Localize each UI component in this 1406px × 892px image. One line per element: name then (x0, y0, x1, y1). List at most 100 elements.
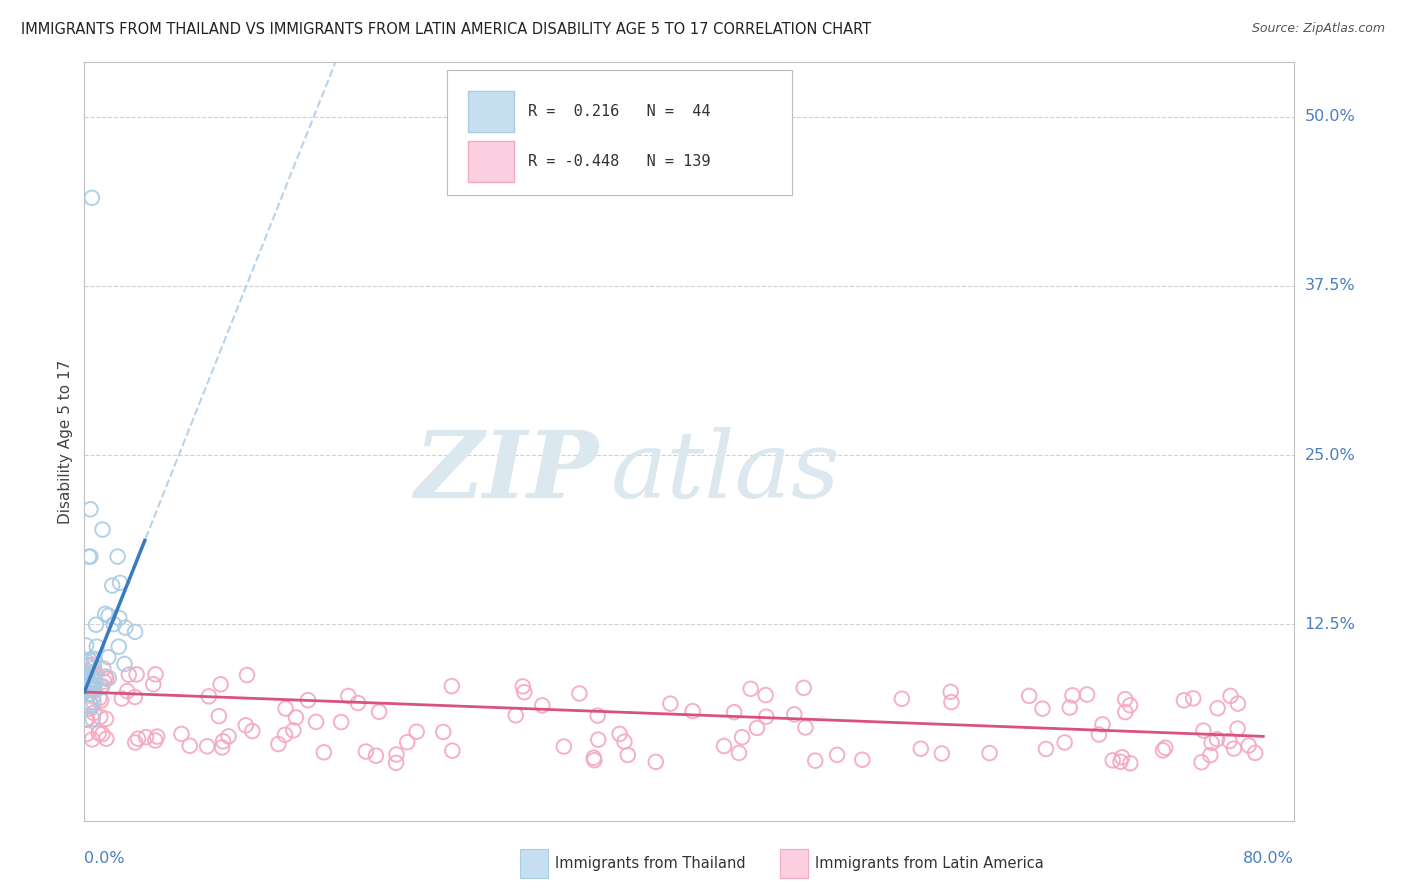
Point (87, 726, 110, 740)
Point (82, 672, 104, 686)
Point (101, 578, 124, 592)
Point (82, 683, 104, 698)
Point (76, 674, 98, 689)
Point (441, 744, 464, 758)
Point (1076, 688, 1098, 702)
Point (82, 732, 104, 747)
Point (115, 684, 138, 698)
Point (931, 747, 953, 761)
Point (297, 693, 319, 707)
Point (211, 740, 233, 755)
Text: R = -0.448   N = 139: R = -0.448 N = 139 (529, 154, 710, 169)
Point (512, 679, 534, 693)
Point (145, 667, 167, 681)
Point (97, 650, 120, 665)
Point (513, 685, 536, 699)
Point (910, 741, 932, 756)
Point (617, 747, 640, 762)
Point (586, 708, 609, 723)
Point (1199, 748, 1222, 763)
Point (794, 721, 817, 735)
Point (82, 690, 104, 704)
Point (1223, 741, 1246, 756)
Point (609, 727, 631, 741)
Point (94, 607, 117, 621)
FancyBboxPatch shape (468, 91, 513, 132)
Point (1109, 755, 1132, 769)
Point (179, 739, 201, 753)
Point (124, 735, 146, 749)
Point (209, 677, 232, 691)
FancyBboxPatch shape (468, 141, 513, 182)
Point (1173, 693, 1195, 707)
Text: 80.0%: 80.0% (1243, 851, 1294, 866)
Point (82, 712, 104, 726)
Point (285, 710, 308, 724)
Point (1244, 746, 1267, 760)
Point (218, 730, 240, 744)
Point (385, 747, 408, 762)
Y-axis label: Disability Age 5 to 17: Disability Age 5 to 17 (58, 359, 73, 524)
Point (240, 724, 263, 739)
Point (586, 732, 609, 747)
Point (80, 698, 103, 712)
Point (114, 657, 136, 671)
Point (731, 730, 754, 744)
Text: ZIP: ZIP (413, 427, 599, 516)
Point (1035, 742, 1057, 756)
Point (77, 658, 100, 673)
Text: atlas: atlas (610, 427, 839, 516)
Text: 0.0%: 0.0% (84, 851, 125, 866)
Point (432, 725, 454, 739)
Point (723, 705, 745, 719)
Point (440, 679, 463, 693)
Point (396, 735, 419, 749)
Point (755, 688, 778, 702)
Point (97, 671, 120, 685)
Point (553, 739, 575, 754)
Point (108, 611, 131, 625)
Point (1059, 700, 1081, 714)
Point (170, 727, 193, 741)
Point (84, 666, 107, 681)
Point (76, 683, 98, 698)
Point (267, 737, 290, 751)
Point (939, 685, 962, 699)
Point (76, 712, 98, 726)
Point (613, 735, 636, 749)
Point (75, 639, 97, 653)
Point (143, 733, 166, 747)
Point (1182, 691, 1205, 706)
Point (107, 640, 129, 654)
Point (83, 660, 105, 674)
Point (1191, 756, 1213, 770)
Point (96, 672, 118, 686)
Point (1152, 743, 1174, 757)
Point (76, 655, 98, 669)
Text: R =  0.216   N =  44: R = 0.216 N = 44 (529, 104, 710, 120)
Point (1062, 689, 1084, 703)
Point (83, 679, 105, 693)
Point (713, 739, 735, 753)
Point (83, 706, 105, 720)
Point (236, 668, 259, 682)
Point (405, 724, 427, 739)
Point (368, 705, 391, 719)
Point (1101, 753, 1123, 767)
Point (80, 665, 103, 680)
Point (76, 657, 98, 672)
Point (195, 739, 218, 754)
Point (79, 549, 101, 564)
Point (114, 621, 136, 635)
Point (347, 696, 370, 710)
Point (354, 745, 377, 759)
Text: Immigrants from Latin America: Immigrants from Latin America (815, 856, 1045, 871)
Point (80, 677, 103, 691)
Point (108, 575, 131, 590)
Text: 37.5%: 37.5% (1305, 278, 1355, 293)
Point (91, 679, 114, 693)
Point (851, 753, 873, 767)
Point (77, 678, 100, 692)
Point (94, 712, 117, 726)
Point (79, 675, 101, 690)
